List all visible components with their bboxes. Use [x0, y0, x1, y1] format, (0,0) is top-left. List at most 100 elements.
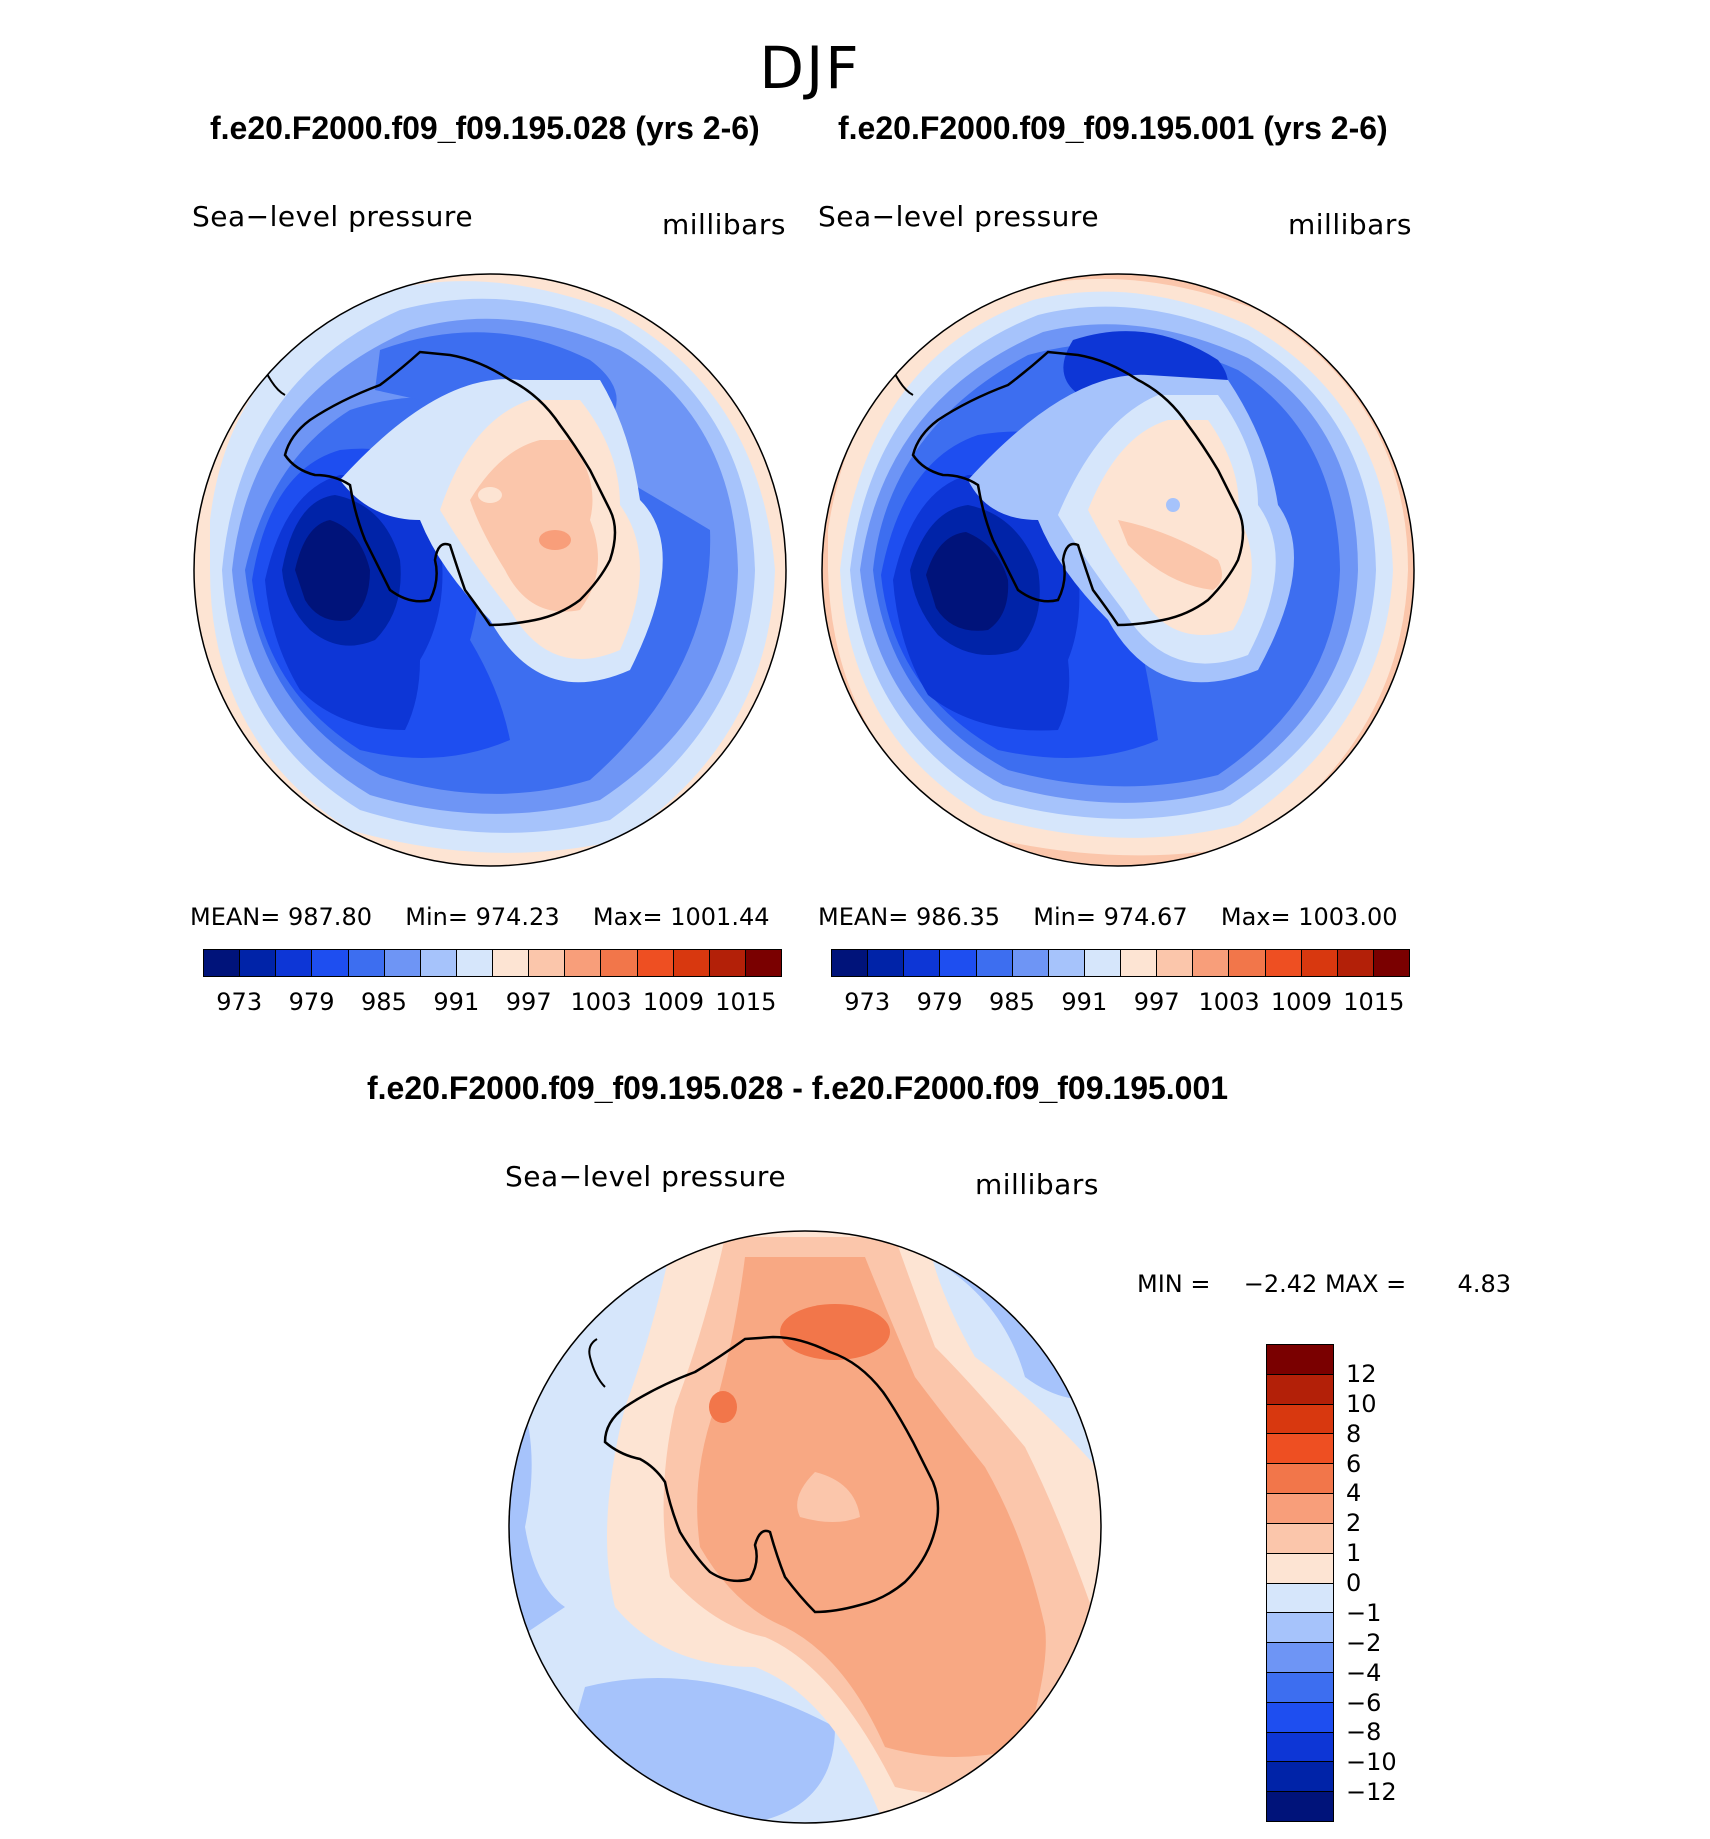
difference-max-value: 4.83: [1457, 1270, 1511, 1298]
panel1-map: [193, 273, 787, 867]
difference-colorbar-swatch: [1267, 1643, 1333, 1673]
colorbar-tick-label: 1009: [642, 988, 704, 1016]
difference-colorbar-swatch: [1267, 1762, 1333, 1793]
panel2-units-label: millibars: [1288, 208, 1412, 241]
colorbar-swatch: [348, 950, 385, 976]
difference-colorbar-tick-label: −8: [1346, 1718, 1382, 1747]
colorbar-tick-label: 1003: [1198, 988, 1260, 1016]
panel2-contour-971: [926, 532, 1009, 631]
colorbar-swatch: [1373, 950, 1409, 976]
difference-colorbar-swatch: [1267, 1434, 1333, 1465]
difference-colorbar-tick-label: −1: [1346, 1598, 1382, 1627]
difference-minmax: MIN = −2.42 MAX = 4.83: [1137, 1270, 1511, 1298]
colorbar-swatch: [456, 950, 493, 976]
colorbar-swatch: [940, 950, 977, 976]
colorbar-tick-label: 985: [989, 988, 1035, 1016]
difference-colorbar-swatch: [1267, 1672, 1333, 1703]
colorbar-swatch: [868, 950, 905, 976]
panel2-mean-label: MEAN=: [818, 903, 909, 931]
panel1-colorbar: [203, 949, 782, 977]
panel2-max-value: 1003.00: [1298, 903, 1398, 931]
difference-colorbar-tick-label: 2: [1346, 1509, 1362, 1538]
colorbar-tick-label: 979: [288, 988, 335, 1016]
difference-colorbar-labels: 12 10 8 6 4 2 1 0 −1 −2 −4 −6 −8 −10 −12: [1346, 1344, 1466, 1822]
colorbar-swatch: [1121, 950, 1158, 976]
difference-min-value: −2.42: [1243, 1270, 1318, 1298]
colorbar-tick-label: 1015: [715, 988, 777, 1016]
colorbar-swatch: [832, 950, 869, 976]
difference-colorbar-swatch: [1267, 1374, 1333, 1405]
difference-colorbar-tick-label: −2: [1346, 1628, 1382, 1657]
panel2-title: f.e20.F2000.f09_f09.195.001 (yrs 2-6): [838, 110, 1388, 146]
colorbar-tick-label: 997: [1133, 988, 1180, 1016]
colorbar-swatch: [384, 950, 421, 976]
difference-colorbar-swatch: [1267, 1702, 1333, 1733]
panel1-mean-value: 987.80: [288, 903, 372, 931]
difference-colorbar-swatch: [1267, 1464, 1333, 1495]
panel2-map: [821, 273, 1415, 867]
colorbar-swatch: [1084, 950, 1121, 976]
panel2-coastline: [911, 350, 1245, 627]
difference-map-border: [508, 1230, 1102, 1824]
colorbar-swatch: [1337, 950, 1374, 976]
panel2-min-label: Min=: [1033, 903, 1096, 931]
colorbar-swatch: [1229, 950, 1266, 976]
difference-colorbar-tick-label: −4: [1346, 1658, 1382, 1687]
panel2-contour-999: [1118, 520, 1222, 590]
colorbar-tick-label: 1015: [1343, 988, 1405, 1016]
difference-colorbar-tick-label: 10: [1346, 1389, 1377, 1418]
difference-contour-1-interior: [797, 1472, 860, 1522]
colorbar-swatch: [745, 950, 781, 976]
difference-colorbar-swatch: [1267, 1404, 1333, 1435]
panel2-mean-value: 986.35: [916, 903, 1000, 931]
panel1-min-label: Min=: [405, 903, 468, 931]
colorbar-swatch: [601, 950, 638, 976]
colorbar-tick-label: 973: [216, 988, 263, 1016]
colorbar-swatch: [1012, 950, 1049, 976]
difference-colorbar-tick-label: 6: [1346, 1449, 1362, 1478]
colorbar-swatch: [709, 950, 746, 976]
panel1-mean-label: MEAN=: [190, 903, 281, 931]
colorbar-swatch: [976, 950, 1013, 976]
difference-colorbar-tick-label: 0: [1346, 1569, 1362, 1597]
panel1-contour-999: [470, 440, 598, 612]
panel1-units-label: millibars: [662, 208, 786, 241]
difference-title: f.e20.F2000.f09_f09.195.028 - f.e20.F200…: [367, 1070, 1229, 1106]
difference-contour-4: [780, 1304, 890, 1360]
panel2-variable-label: Sea−level pressure: [818, 200, 1100, 233]
panel2-map-border: [821, 273, 1415, 867]
panel2-colorbar-labels: 973 979 985 991 997 1003 1009 1015: [831, 988, 1410, 1018]
difference-colorbar: [1266, 1344, 1334, 1822]
colorbar-swatch: [673, 950, 710, 976]
colorbar-swatch: [1157, 950, 1194, 976]
colorbar-swatch: [1265, 950, 1302, 976]
panel2-stats: MEAN= 986.35 Min= 974.67 Max= 1003.00: [818, 903, 1398, 931]
difference-colorbar-tick-label: −10: [1346, 1748, 1397, 1777]
colorbar-tick-label: 1003: [570, 988, 632, 1016]
difference-peninsula: [588, 1338, 606, 1388]
panel1-max-value: 1001.44: [670, 903, 770, 931]
panel2-local-low: [1166, 498, 1180, 512]
panel2-max-label: Max=: [1220, 903, 1291, 931]
difference-contour-4-small: [709, 1391, 737, 1423]
difference-units-label: millibars: [975, 1168, 1099, 1201]
difference-colorbar-swatch: [1267, 1792, 1333, 1821]
colorbar-tick-label: 991: [433, 988, 480, 1016]
difference-colorbar-tick-label: 1: [1346, 1539, 1362, 1568]
colorbar-swatch: [312, 950, 349, 976]
difference-map: [508, 1230, 1102, 1824]
colorbar-tick-label: 1009: [1270, 988, 1332, 1016]
season-title: DJF: [759, 34, 861, 102]
colorbar-swatch: [637, 950, 674, 976]
difference-colorbar-tick-label: 8: [1346, 1419, 1362, 1448]
difference-colorbar-swatch: [1267, 1613, 1333, 1644]
difference-colorbar-swatch: [1267, 1583, 1333, 1614]
colorbar-swatch: [1301, 950, 1338, 976]
panel1-variable-label: Sea−level pressure: [192, 200, 474, 233]
colorbar-swatch: [493, 950, 530, 976]
colorbar-swatch: [529, 950, 566, 976]
colorbar-swatch: [276, 950, 313, 976]
colorbar-tick-label: 991: [1061, 988, 1108, 1016]
colorbar-tick-label: 985: [361, 988, 407, 1016]
panel1-contour-971: [295, 520, 370, 621]
